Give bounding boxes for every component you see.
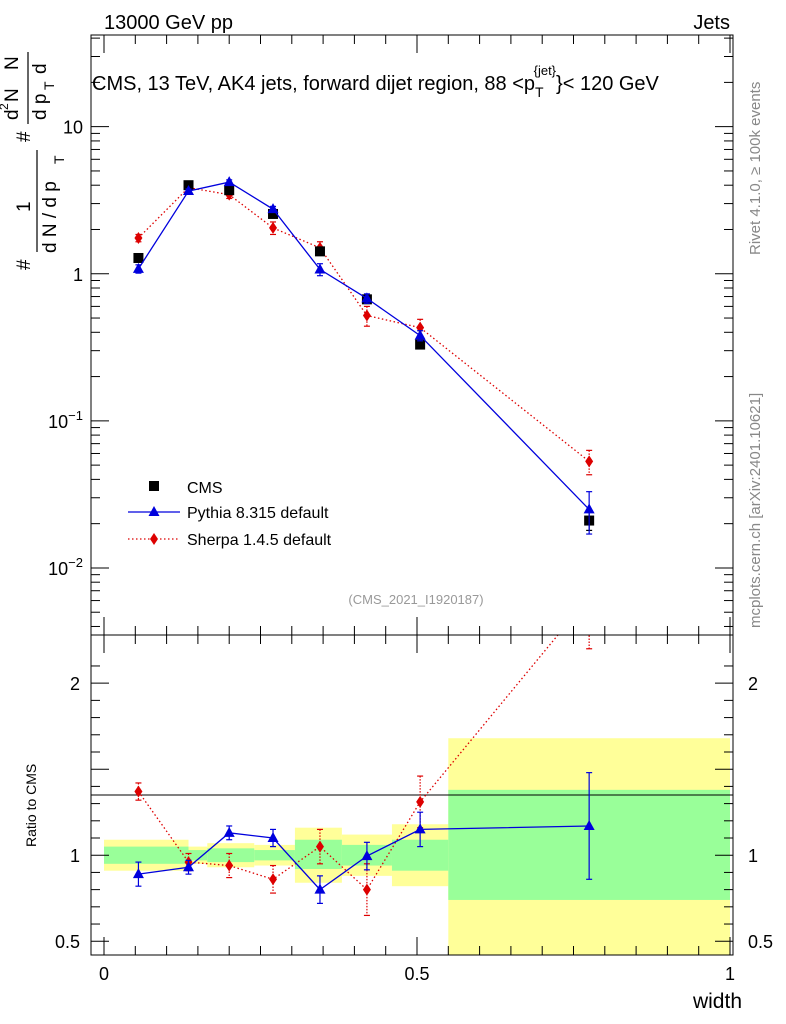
legend-item-sherpa: Sherpa 1.4.5 default [128, 532, 332, 549]
legend-label-pythia: Pythia 8.315 default [187, 505, 329, 522]
legend-label-sherpa: Sherpa 1.4.5 default [187, 532, 332, 549]
main-y-tick-label: 1 [73, 265, 83, 285]
main-pythia-point [267, 203, 279, 214]
ratio-y-tick-label-right: 2 [748, 674, 758, 694]
main-sherpa-point [585, 455, 594, 468]
legend-marker-cms [149, 481, 159, 491]
legend: CMS Pythia 8.315 default Sherpa 1.4.5 de… [128, 480, 332, 549]
main-pythia-point [361, 292, 373, 303]
svg-text:#: # [14, 259, 35, 270]
main-pythia-point [132, 262, 144, 273]
main-y-tick-label: 10−2 [48, 555, 83, 579]
ratio-pythia-point [361, 850, 373, 861]
main-pythia-point [414, 329, 426, 340]
legend-marker-pythia [148, 506, 160, 516]
main-cms-point [415, 339, 426, 350]
ratio-pythia-point [314, 883, 326, 894]
ratio-sherpa-point [362, 883, 371, 896]
ratio-band-green [188, 850, 208, 861]
analysis-id-label: (CMS_2021_I1920187) [348, 592, 483, 607]
main-y-ticks: 10−2 10−1 1 10 [48, 37, 733, 627]
legend-item-pythia: Pythia 8.315 default [128, 505, 329, 522]
ratio-pythia-point [183, 861, 195, 872]
svg-text:1: 1 [14, 201, 35, 212]
header-process-label: Jets [693, 12, 730, 34]
ratio-sherpa-point [269, 873, 278, 886]
ratio-y-tick-label: 1 [70, 846, 80, 866]
svg-text:#: # [14, 131, 35, 142]
legend-item-cms: CMS [149, 480, 223, 497]
main-cms-point [224, 185, 235, 196]
main-pythia-point [583, 503, 595, 514]
main-sherpa-point [362, 309, 371, 322]
x-tick-label: 0 [99, 964, 109, 984]
main-y-tick-label: 10−1 [48, 408, 83, 432]
main-cms-point [268, 208, 279, 219]
chart-title: CMS, 13 TeV, AK4 jets, forward dijet reg… [92, 63, 660, 100]
ratio-sherpa-point [315, 840, 324, 853]
mcplots-reference-label: mcplots.cern.ch [arXiv:2401.10621] [747, 393, 764, 628]
ratio-pythia-point [132, 868, 144, 879]
ratio-panel-frame [90, 634, 734, 956]
main-y-tick-label: 10 [63, 118, 83, 138]
ratio-y-tick-label-right: 1 [748, 846, 758, 866]
main-pythia-point [183, 185, 195, 196]
ratio-pythia-point [267, 832, 279, 843]
rivet-version-label: Rivet 4.1.0, ≥ 100k events [747, 82, 764, 255]
ratio-sherpa-point [416, 795, 425, 808]
svg-text:d p: d p [30, 94, 51, 120]
x-axis-label: width [692, 990, 742, 1013]
main-cms-point [314, 246, 325, 257]
main-panel: 10−2 10−1 1 10 (CMS_2021_I1920187) CMS Pyth… [48, 34, 734, 636]
legend-label-cms: CMS [187, 480, 223, 497]
ratio-y-tick-label: 2 [70, 674, 80, 694]
ratio-sherpa-line [137, 635, 559, 891]
ratio-series-group [132, 591, 595, 917]
svg-text:N: N [2, 88, 23, 102]
legend-marker-sherpa [150, 533, 158, 545]
ratio-band-green [207, 848, 255, 863]
ratio-sherpa-point [134, 785, 143, 798]
ratio-pythia-line [138, 825, 590, 891]
ratio-y-tick-label-right: 0.5 [748, 932, 773, 952]
main-y-axis-label: # 1 d N / d p T # d 2 N d p T d N [0, 52, 67, 270]
main-pythia-point [314, 263, 326, 274]
ratio-pythia-point [414, 823, 426, 834]
ratio-panel: 0.5 0.5 1 1 2 2 Ratio to CMS [23, 591, 773, 956]
ratio-sherpa-point [225, 859, 234, 872]
ratio-pythia-point [223, 826, 235, 837]
main-pythia-line [137, 181, 590, 510]
svg-text:N: N [2, 56, 23, 70]
svg-text:d: d [30, 63, 51, 74]
ratio-y-axis-label: Ratio to CMS [23, 764, 39, 847]
ratio-pythia-point [583, 819, 595, 830]
svg-text:d: d [2, 109, 23, 120]
ratio-band-green [254, 850, 295, 861]
svg-text:T: T [51, 155, 67, 164]
svg-text:T: T [41, 81, 57, 90]
ratio-band-green [104, 846, 189, 864]
main-pythia-point [223, 176, 235, 187]
header-energy-label: 13000 GeV pp [104, 12, 233, 34]
main-sherpa-line [137, 186, 590, 462]
ratio-sherpa-point [585, 591, 593, 603]
x-tick-label: 0.5 [404, 964, 429, 984]
main-sherpa-point [269, 221, 278, 234]
x-axis: 0 0.5 1 [99, 35, 735, 984]
ratio-y-tick-label: 0.5 [55, 932, 80, 952]
ratio-y-ticks: 0.5 0.5 1 1 2 2 [55, 665, 773, 952]
main-sherpa-point [134, 232, 143, 245]
x-tick-label: 1 [725, 964, 735, 984]
main-cms-point [133, 252, 144, 263]
svg-text:2: 2 [0, 103, 11, 110]
svg-text:d N / d p: d N / d p [40, 181, 61, 253]
main-series-group [132, 176, 595, 535]
